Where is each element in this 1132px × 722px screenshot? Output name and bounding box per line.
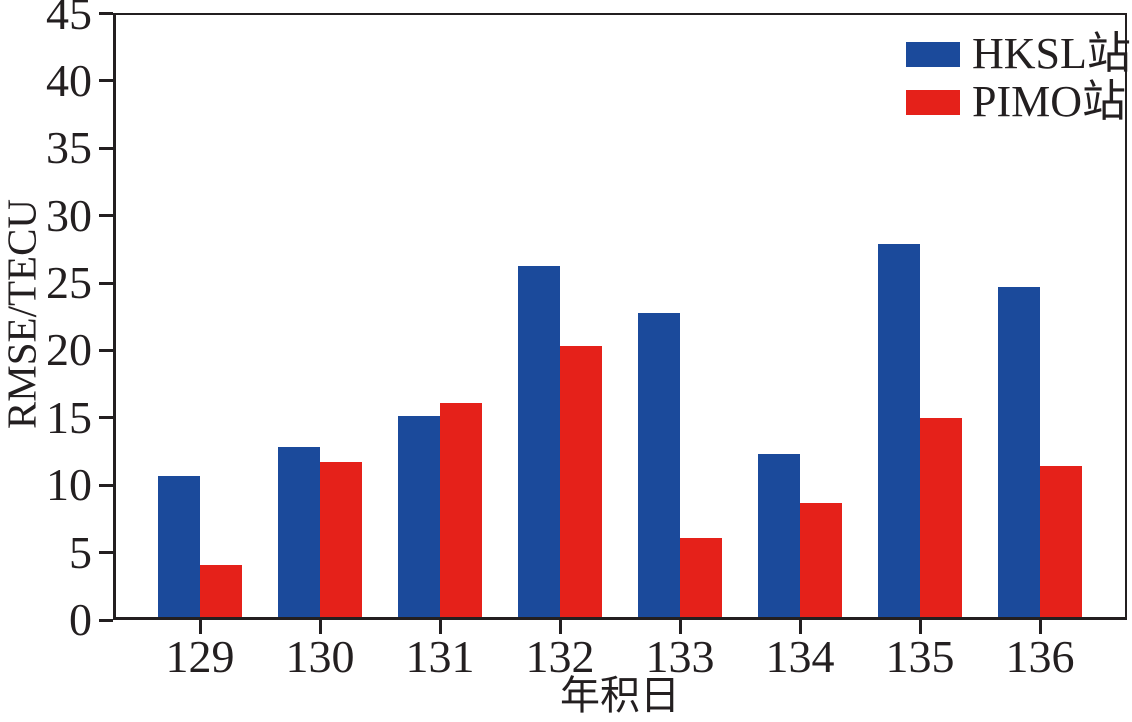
legend-swatch-hksl	[906, 41, 960, 67]
x-tick-label-131: 131	[405, 631, 475, 682]
bar-hksl-132	[518, 265, 560, 620]
legend-label-hksl: HKSL站	[972, 29, 1131, 78]
y-tick-label-35: 35	[46, 122, 92, 174]
y-tick-label-15: 15	[46, 391, 92, 443]
x-tick-mark-130	[318, 620, 322, 634]
y-tick-mark-5	[99, 551, 113, 555]
x-tick-mark-133	[678, 620, 682, 634]
bar-pimo-130	[320, 462, 362, 620]
bar-pimo-135	[920, 417, 962, 620]
bar-pimo-129	[200, 564, 242, 620]
x-tick-label-132: 132	[525, 631, 595, 682]
x-tick-label-133: 133	[645, 631, 715, 682]
bar-pimo-131	[440, 403, 482, 620]
y-axis-label: RMSE/TECU	[0, 198, 45, 430]
y-tick-mark-35	[99, 146, 113, 150]
x-tick-mark-132	[558, 620, 562, 634]
y-tick-label-45: 45	[46, 0, 92, 39]
x-tick-mark-136	[1038, 620, 1042, 634]
y-tick-mark-45	[99, 12, 113, 15]
y-tick-mark-25	[99, 281, 113, 285]
y-tick-label-0: 0	[69, 594, 92, 645]
x-tick-label-134: 134	[765, 631, 835, 682]
bar-hksl-129	[158, 475, 200, 620]
x-tick-label-136: 136	[1005, 631, 1075, 682]
y-tick-label-25: 25	[46, 257, 92, 309]
bar-hksl-135	[878, 243, 920, 620]
bar-hksl-130	[278, 447, 320, 620]
bar-pimo-132	[560, 346, 602, 620]
y-tick-mark-20	[99, 348, 113, 352]
legend: HKSL站 PIMO站	[906, 30, 1131, 126]
y-tick-mark-30	[99, 214, 113, 218]
x-axis-title: 年积日	[560, 673, 680, 718]
bar-pimo-133	[680, 537, 722, 620]
bar-pimo-134	[800, 502, 842, 620]
bar-hksl-133	[638, 312, 680, 620]
y-tick-mark-10	[99, 483, 113, 487]
x-tick-mark-134	[798, 620, 802, 634]
y-tick-mark-40	[99, 79, 113, 83]
y-tick-label-40: 40	[46, 54, 92, 106]
bar-pimo-136	[1040, 466, 1082, 620]
y-tick-label-10: 10	[46, 459, 92, 511]
x-tick-mark-131	[438, 620, 442, 634]
y-tick-label-30: 30	[46, 189, 92, 241]
legend-label-pimo: PIMO站	[972, 77, 1127, 126]
bar-hksl-134	[758, 454, 800, 620]
x-tick-label-129: 129	[165, 631, 235, 682]
y-tick-label-20: 20	[46, 324, 92, 376]
bar-hksl-131	[398, 416, 440, 620]
x-tick-mark-135	[918, 620, 922, 634]
legend-swatch-pimo	[906, 89, 960, 115]
y-tick-label-5: 5	[69, 526, 92, 578]
legend-row-hksl: HKSL站	[906, 30, 1131, 78]
y-tick-mark-15	[99, 416, 113, 420]
x-tick-mark-129	[198, 620, 202, 634]
x-tick-label-135: 135	[885, 631, 955, 682]
bar-hksl-136	[998, 287, 1040, 620]
x-tick-label-130: 130	[285, 631, 355, 682]
legend-row-pimo: PIMO站	[906, 78, 1131, 126]
y-tick-mark-0	[99, 618, 113, 622]
